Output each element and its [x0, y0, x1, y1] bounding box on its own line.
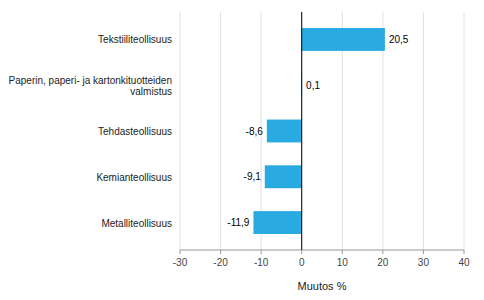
tick-label: -10 — [254, 257, 269, 268]
tick-label: 30 — [418, 257, 430, 268]
tick-mark — [180, 250, 181, 254]
grid-line — [220, 12, 221, 250]
bars — [253, 28, 384, 234]
tick-label: 40 — [458, 257, 470, 268]
tick-label: 20 — [377, 257, 389, 268]
tick-mark — [342, 250, 343, 254]
category-label: Paperin, paperi- ja kartonkituotteidenva… — [9, 74, 172, 96]
tick-label: 10 — [337, 257, 349, 268]
tick-label: -20 — [213, 257, 228, 268]
y-axis: Metalliteollisuus Kemianteollisuus Tehdast… — [9, 34, 172, 228]
grid-line — [180, 12, 181, 250]
grid-line — [301, 12, 302, 250]
tick-mark — [261, 250, 262, 254]
category-label: Tehdasteollisuus — [98, 126, 172, 137]
axis-line — [180, 250, 464, 251]
data-label: 20,5 — [389, 34, 409, 45]
tick-mark — [464, 250, 465, 254]
data-label: -8,6 — [246, 126, 264, 137]
bar — [265, 165, 302, 188]
zero-line — [301, 12, 302, 250]
data-label: -11,9 — [227, 217, 249, 228]
grid-line — [464, 12, 465, 250]
bar — [253, 211, 301, 234]
grid-line — [423, 12, 424, 250]
category-label: Tekstiiliteollisuus — [98, 34, 172, 45]
tick-label: 0 — [299, 257, 305, 268]
tick-mark — [220, 250, 221, 254]
tick-mark — [423, 250, 424, 254]
tick-mark — [301, 250, 302, 254]
data-label: 0,1 — [306, 80, 320, 91]
tick-label: -30 — [173, 257, 188, 268]
x-axis-label: Muutos % — [298, 280, 347, 292]
bar — [302, 28, 385, 51]
bar — [267, 120, 302, 143]
x-axis: -30 -20 -10 0 10 20 30 40 — [173, 250, 470, 268]
category-label: Kemianteollisuus — [96, 171, 172, 182]
category-label: Metalliteollisuus — [101, 217, 172, 228]
tick-mark — [382, 250, 383, 254]
grid — [180, 12, 464, 250]
data-labels: -11,9 -9,1 -8,6 0,1 20,5 — [227, 34, 408, 228]
data-label: -9,1 — [244, 171, 262, 182]
chart: -30 -20 -10 0 10 20 30 40 -11,9 -9,1 -8,6 0,1 20,5 Me… — [0, 0, 484, 300]
